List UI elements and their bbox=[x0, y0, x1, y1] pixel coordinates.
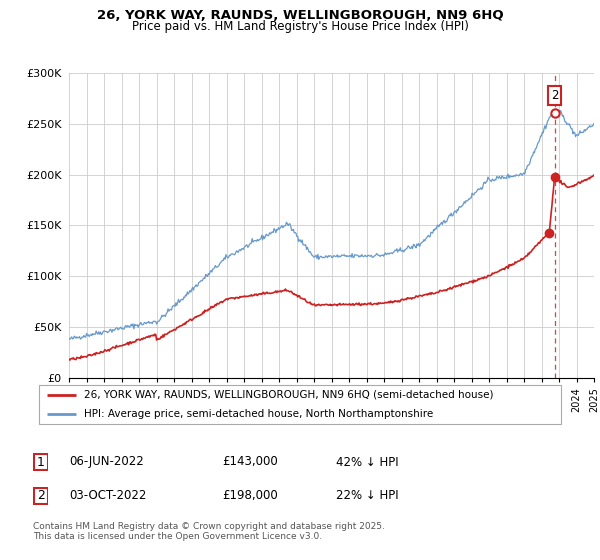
Text: £198,000: £198,000 bbox=[222, 489, 278, 502]
Text: 2: 2 bbox=[551, 88, 559, 102]
Text: 2: 2 bbox=[37, 489, 44, 502]
Text: 03-OCT-2022: 03-OCT-2022 bbox=[69, 489, 146, 502]
Text: Price paid vs. HM Land Registry's House Price Index (HPI): Price paid vs. HM Land Registry's House … bbox=[131, 20, 469, 33]
Text: 1: 1 bbox=[37, 455, 44, 469]
FancyBboxPatch shape bbox=[38, 385, 562, 424]
Text: 06-JUN-2022: 06-JUN-2022 bbox=[69, 455, 144, 469]
Text: 26, YORK WAY, RAUNDS, WELLINGBOROUGH, NN9 6HQ: 26, YORK WAY, RAUNDS, WELLINGBOROUGH, NN… bbox=[97, 9, 503, 22]
FancyBboxPatch shape bbox=[34, 488, 47, 503]
Text: 22% ↓ HPI: 22% ↓ HPI bbox=[336, 489, 398, 502]
Text: HPI: Average price, semi-detached house, North Northamptonshire: HPI: Average price, semi-detached house,… bbox=[83, 409, 433, 419]
Text: 26, YORK WAY, RAUNDS, WELLINGBOROUGH, NN9 6HQ (semi-detached house): 26, YORK WAY, RAUNDS, WELLINGBOROUGH, NN… bbox=[83, 390, 493, 400]
Text: £143,000: £143,000 bbox=[222, 455, 278, 469]
Text: 42% ↓ HPI: 42% ↓ HPI bbox=[336, 455, 398, 469]
FancyBboxPatch shape bbox=[34, 454, 47, 470]
Text: Contains HM Land Registry data © Crown copyright and database right 2025.
This d: Contains HM Land Registry data © Crown c… bbox=[33, 522, 385, 542]
